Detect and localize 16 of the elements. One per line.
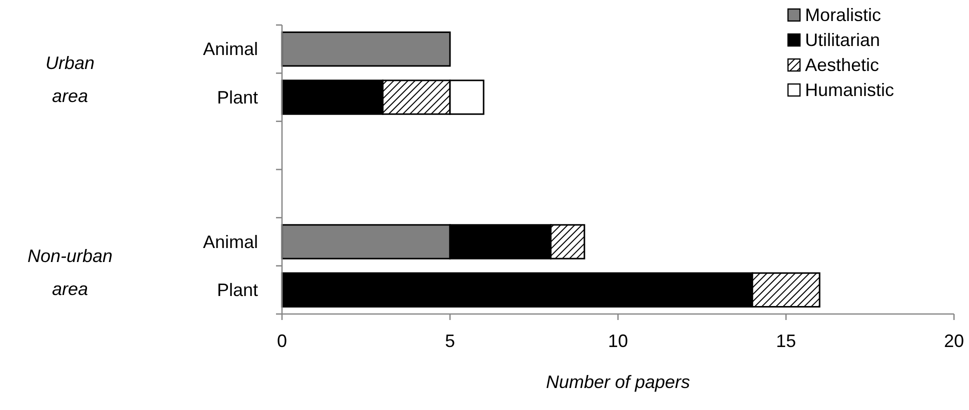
legend-label: Humanistic (805, 80, 894, 100)
legend-label: Utilitarian (805, 30, 880, 50)
x-tick-label: 5 (444, 331, 456, 351)
y-tick-label: Animal (202, 232, 258, 252)
x-tick-label: 20 (944, 331, 964, 351)
text: Urban area (45, 53, 95, 106)
x-tick-label: 0 (276, 331, 288, 351)
legend-label: Aesthetic (805, 55, 880, 75)
text: Non-urban area (27, 246, 113, 299)
x-tick-label: 15 (776, 331, 796, 351)
y-tick-label: Plant (216, 280, 258, 300)
legend-label: Moralistic (805, 5, 882, 25)
y-tick-label: Animal (202, 39, 258, 60)
x-axis-title: Number of papers (546, 372, 690, 392)
y-tick-label: Plant (216, 87, 258, 108)
x-tick-label: 10 (608, 331, 628, 351)
